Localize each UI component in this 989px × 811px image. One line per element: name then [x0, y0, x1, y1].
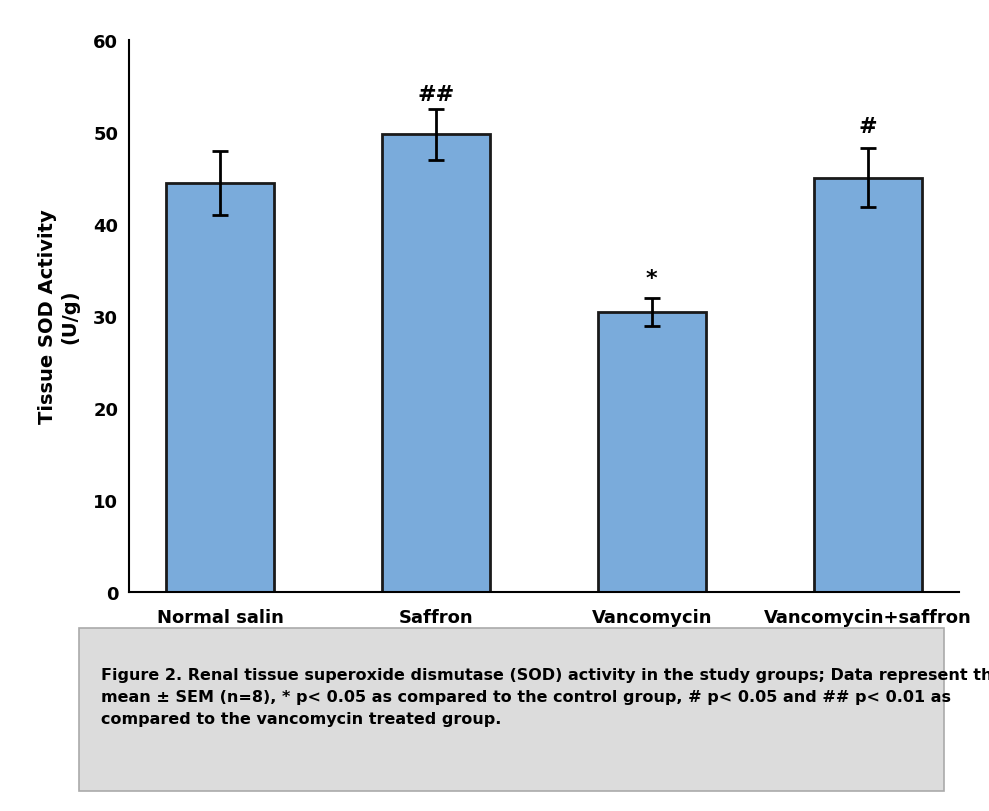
Text: ##: ## [417, 85, 455, 105]
Text: *: * [646, 268, 658, 289]
Bar [382, 135, 490, 592]
Bar [166, 184, 274, 592]
Text: #: # [858, 117, 877, 137]
Text: Figure 2. Renal tissue superoxide dismutase (SOD) activity in the study groups; : Figure 2. Renal tissue superoxide dismut… [101, 667, 989, 727]
FancyBboxPatch shape [79, 629, 944, 791]
Bar [814, 178, 922, 592]
Y-axis label: Tissue SOD Activity
(U/g): Tissue SOD Activity (U/g) [39, 209, 79, 423]
Bar [598, 312, 706, 592]
